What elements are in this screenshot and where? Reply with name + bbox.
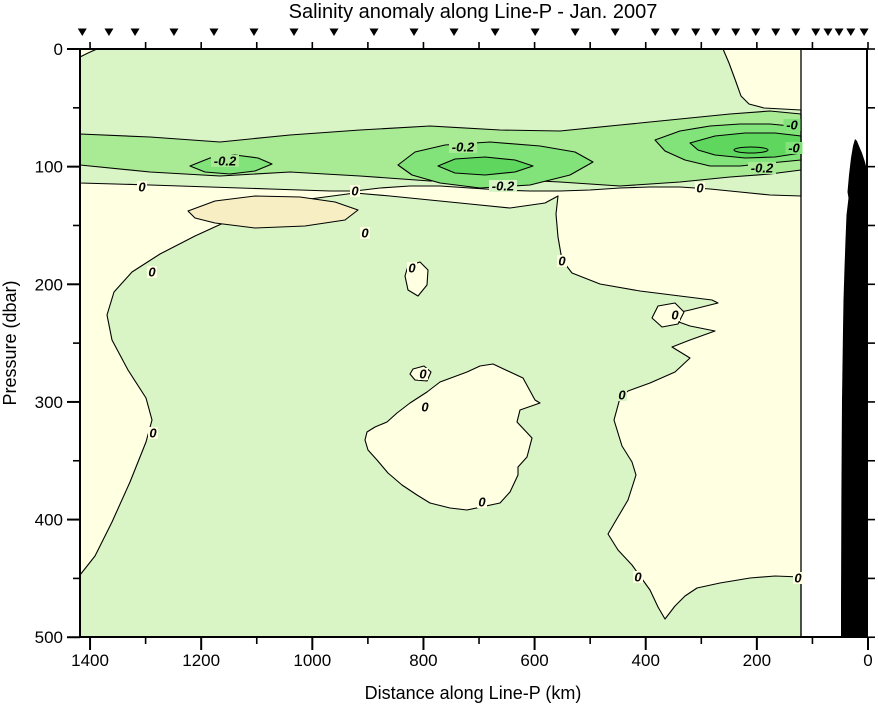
x-tick-label: 800: [409, 651, 437, 670]
station-triangle-icon: [811, 28, 821, 36]
contour-label-halo: [793, 572, 803, 584]
contour-label-halo: [748, 162, 776, 174]
contour-label-halo: [147, 266, 157, 278]
contour-label: 0: [149, 426, 157, 441]
station-triangle-icon: [771, 28, 781, 36]
contour-label-halo: [418, 368, 428, 380]
contour-labels-layer: -0.2 0 0 -0.2 -0.2 0 -0.2 -0 -0 0 0 0 0 0 0 0 0 0 0 0 0: [137, 118, 803, 586]
axis-tick-labels-layer: 1400 1200 1000 800 600 400 200 0 0 100 200 300 400 50…: [35, 40, 873, 670]
station-triangle-icon: [670, 28, 680, 36]
station-triangle-icon: [731, 28, 741, 36]
contour-label: -0.2: [492, 179, 515, 194]
contour-label-halo: [489, 180, 517, 192]
band-innermost-contour: [733, 146, 769, 154]
contour-label: 0: [138, 180, 146, 195]
x-tick-label: 1000: [293, 651, 331, 670]
contour-label: 0: [361, 226, 369, 241]
contour-label-halo: [350, 185, 360, 197]
contour-label: 0: [794, 571, 802, 586]
y-tick-label: 200: [35, 275, 63, 294]
station-triangle-icon: [249, 28, 259, 36]
y-tick-label: 400: [35, 511, 63, 530]
contour-label-halo: [211, 155, 239, 167]
contour-label: 0: [671, 308, 679, 323]
contour-label-halo: [557, 255, 567, 267]
y-axis-title: Pressure (dbar): [0, 280, 20, 405]
x-tick-label: 200: [743, 651, 771, 670]
contour-label: 0: [148, 265, 156, 280]
contour-label: 0: [419, 367, 427, 382]
contour-label-halo: [420, 401, 430, 413]
station-triangle-icon: [711, 28, 721, 36]
contour-label: 0: [351, 184, 359, 199]
station-triangle-icon: [530, 28, 540, 36]
x-tick-label: 600: [520, 651, 548, 670]
contour-label: -0: [786, 118, 798, 133]
y-tick-label: 0: [54, 40, 63, 59]
contour-label-halo: [633, 571, 643, 583]
contour-label: 0: [478, 495, 486, 510]
contour-label: 0: [408, 261, 416, 276]
contour-fill-layer: [79, 48, 802, 638]
contour-label-halo: [617, 389, 627, 401]
station-triangle-icon: [209, 28, 219, 36]
contour-label-halo: [137, 181, 147, 193]
x-tick-label: 1200: [182, 651, 220, 670]
station-triangle-icon: [169, 28, 179, 36]
contour-label: 0: [634, 570, 642, 585]
station-triangle-icon: [490, 28, 500, 36]
chart-title: Salinity anomaly along Line-P - Jan. 200…: [289, 1, 658, 23]
contour-label: -0: [788, 141, 800, 156]
axis-ticks-layer: [67, 42, 875, 650]
x-tick-label: 400: [632, 651, 660, 670]
contour-label-halo: [477, 496, 487, 508]
contour-label-halo: [783, 119, 801, 131]
contour-label-halo: [785, 142, 803, 154]
station-triangle-icon: [791, 28, 801, 36]
station-triangle-icon: [289, 28, 299, 36]
y-tick-label: 100: [35, 158, 63, 177]
contour-label-halo: [360, 227, 370, 239]
station-triangle-icon: [823, 28, 833, 36]
station-triangle-icon: [369, 28, 379, 36]
station-triangle-icon: [751, 28, 761, 36]
station-triangle-icon: [846, 28, 856, 36]
station-markers-layer: [77, 28, 869, 36]
contour-label: -0.2: [751, 161, 774, 176]
station-triangle-icon: [77, 28, 87, 36]
x-tick-label: 0: [863, 651, 872, 670]
bathymetry-seafloor: [841, 139, 867, 637]
contour-label-halo: [407, 262, 417, 274]
y-tick-label: 500: [35, 628, 63, 647]
contour-label-halo: [148, 427, 158, 439]
station-triangle-icon: [834, 28, 844, 36]
band-core-center: [437, 156, 534, 176]
station-triangle-icon: [130, 28, 140, 36]
contour-label-halo: [670, 309, 680, 321]
contour-label-halo: [449, 141, 477, 153]
y-tick-label: 300: [35, 393, 63, 412]
positive-island-center: [364, 363, 541, 511]
x-tick-label: 1400: [71, 651, 109, 670]
contour-label: 0: [558, 254, 566, 269]
station-triangle-icon: [409, 28, 419, 36]
contour-label: -0.2: [452, 140, 475, 155]
warm-lens-below-band: [187, 195, 359, 229]
contour-label: 0: [421, 400, 429, 415]
station-triangle-icon: [691, 28, 701, 36]
station-triangle-icon: [449, 28, 459, 36]
contour-label: -0.2: [214, 154, 237, 169]
contour-label: 0: [696, 181, 704, 196]
station-triangle-icon: [610, 28, 620, 36]
x-axis-title: Distance along Line-P (km): [365, 683, 582, 703]
contour-label: 0: [618, 388, 626, 403]
station-triangle-icon: [329, 28, 339, 36]
station-triangle-icon: [859, 28, 869, 36]
contour-label-halo: [695, 182, 705, 194]
station-triangle-icon: [104, 28, 114, 36]
station-triangle-icon: [570, 28, 580, 36]
station-triangle-icon: [650, 28, 660, 36]
